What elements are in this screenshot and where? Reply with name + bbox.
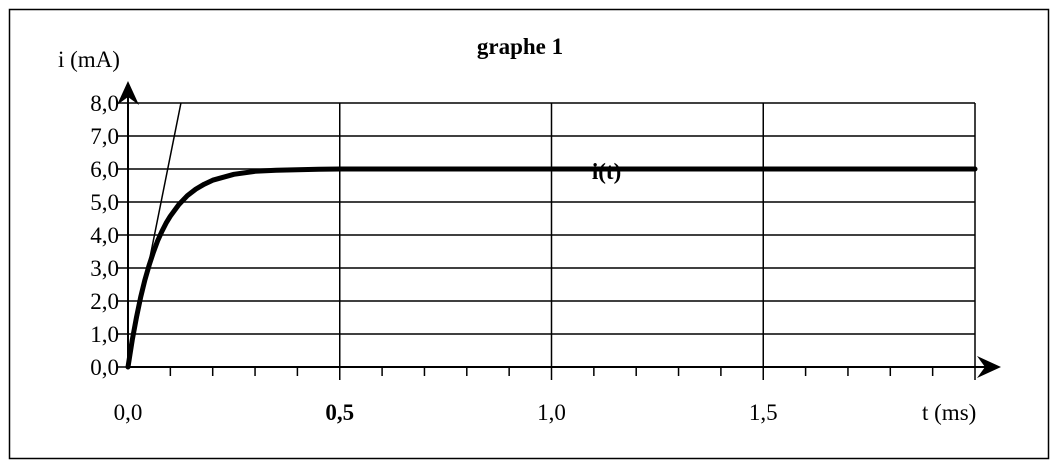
chart-title: graphe 1 (477, 34, 563, 59)
y-axis-arrow (117, 81, 139, 105)
labels: 0,0 1,0 2,0 3,0 4,0 5,0 6,0 7,0 8,0 0,0 0,5 1,0 1,5 i… (90, 91, 777, 425)
x-tick-label: 1,0 (537, 400, 566, 425)
x-axis-label: t (ms) (922, 400, 976, 425)
y-tick-label: 0,0 (90, 355, 119, 380)
y-tick-label: 7,0 (90, 124, 119, 149)
curves (125, 102, 978, 370)
y-tick-label: 1,0 (90, 322, 119, 347)
y-tick-label: 4,0 (90, 223, 119, 248)
series-line-i-t (125, 166, 978, 370)
y-tick-label: 6,0 (90, 157, 119, 182)
axes (117, 81, 1001, 380)
y-axis-label: i (mA) (58, 47, 120, 72)
x-tick-label: 0,5 (325, 400, 354, 425)
grid (128, 102, 976, 367)
x-axis-arrow (977, 356, 1001, 378)
frame-border (8, 8, 1050, 460)
y-tick-label: 8,0 (90, 91, 119, 116)
x-tick-label: 1,5 (749, 400, 778, 425)
x-tick-label: 0,0 (114, 400, 143, 425)
y-tick-label: 2,0 (90, 289, 119, 314)
series-annotation: i(t) (592, 159, 621, 184)
y-tick-label: 3,0 (90, 256, 119, 281)
y-tick-label: 5,0 (90, 190, 119, 215)
